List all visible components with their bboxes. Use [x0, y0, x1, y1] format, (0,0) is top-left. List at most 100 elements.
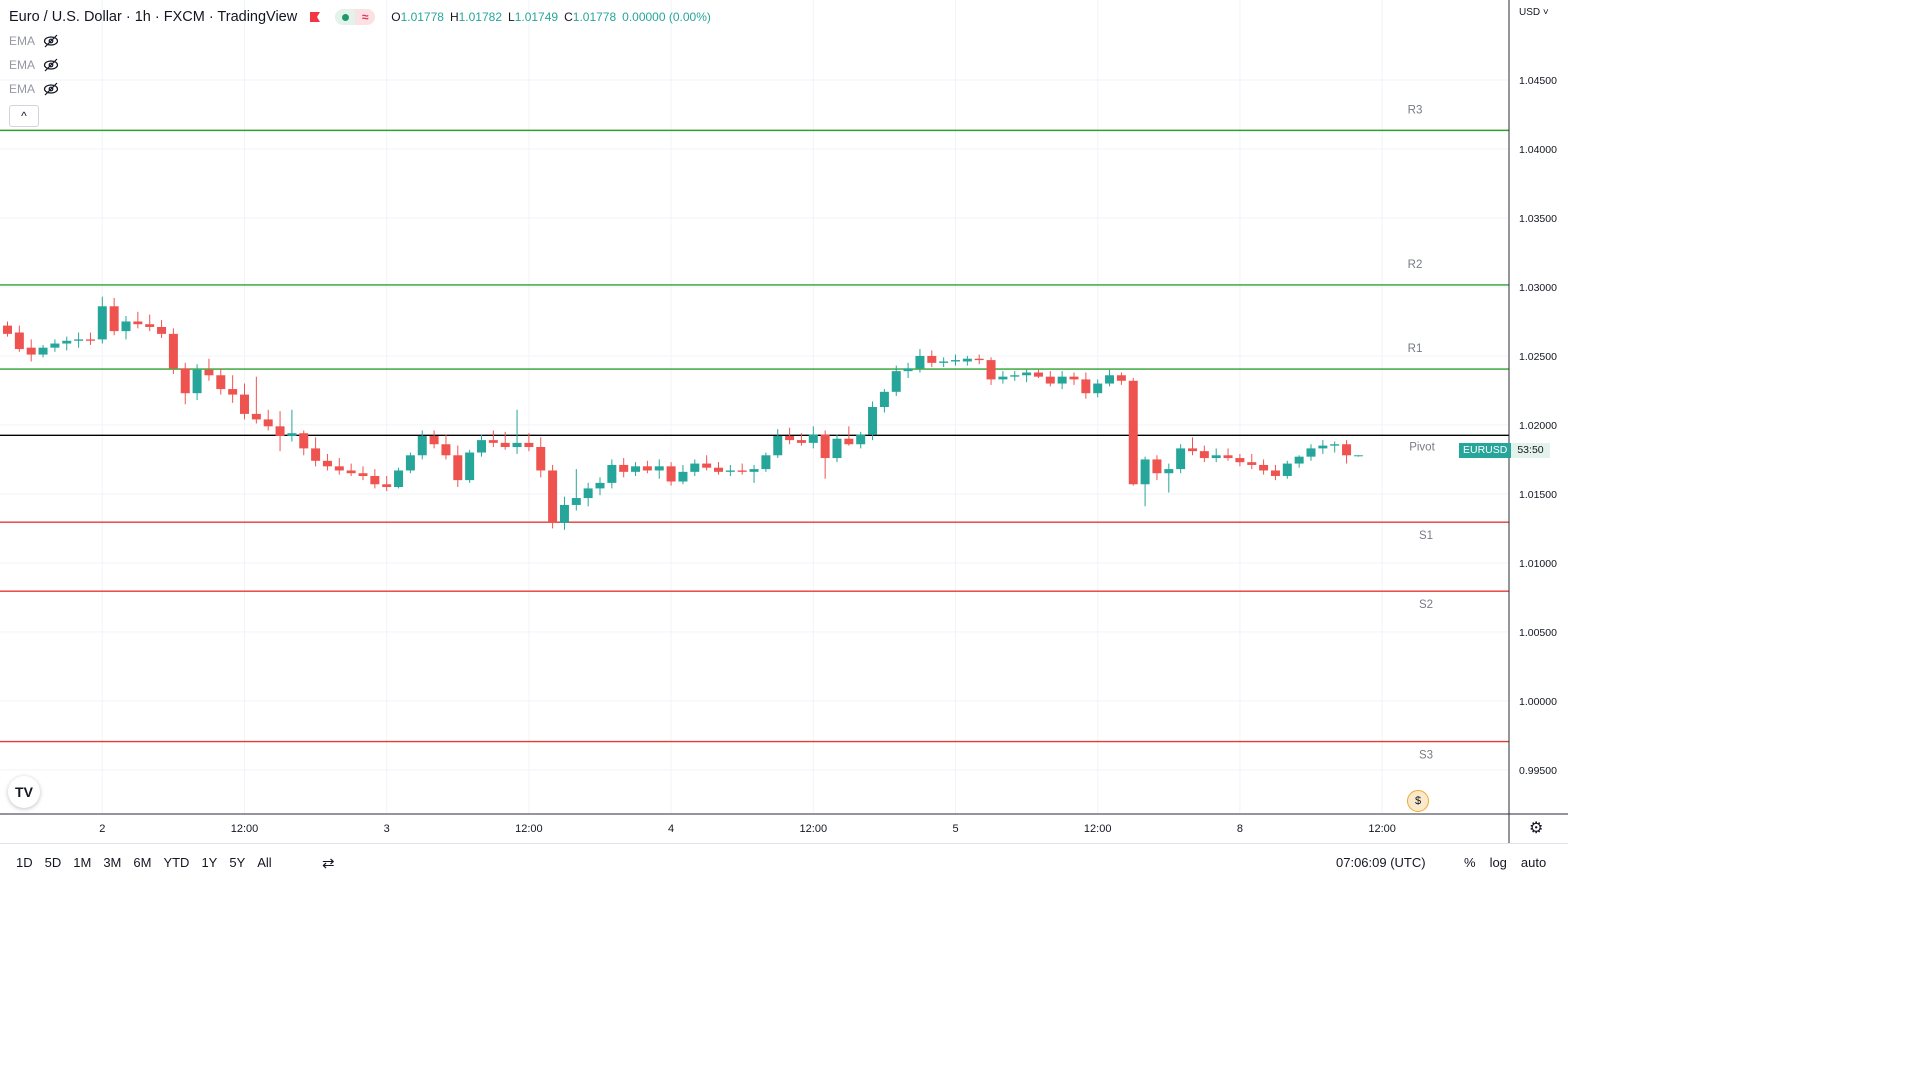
scale-options: % log auto — [1464, 855, 1546, 870]
x-tick-label: 5 — [952, 823, 958, 835]
candle-body — [986, 360, 996, 380]
y-tick-label: 1.02000 — [1519, 420, 1557, 432]
ema-label: EMA — [9, 82, 36, 96]
collapse-indicators-button[interactable]: ^ — [9, 105, 39, 127]
candle-body — [346, 470, 356, 474]
scale-option[interactable]: log — [1489, 855, 1507, 870]
ohlc-key: C — [564, 10, 573, 24]
ema-indicator-1[interactable]: EMA — [9, 34, 59, 48]
candle-body — [322, 460, 332, 467]
candle-body — [998, 376, 1008, 380]
candle-body — [228, 389, 238, 395]
candle-body — [1235, 458, 1245, 463]
flag-icon[interactable] — [309, 11, 321, 23]
candle-body — [714, 467, 723, 472]
candle-body — [642, 466, 652, 471]
candle-body — [856, 434, 866, 445]
pivot-level-label: R2 — [1408, 259, 1423, 271]
ohlc-values: O1.01778 H1.01782 L1.01749 C1.01778 0.00000 … — [391, 10, 711, 24]
range-tab[interactable]: 1M — [73, 855, 92, 870]
range-tab[interactable]: YTD — [163, 855, 190, 870]
range-tab[interactable]: 6M — [133, 855, 152, 870]
candle-body — [216, 375, 226, 390]
symbol-title[interactable]: Euro / U.S. Dollar · 1h · FXCM · Trading… — [9, 9, 298, 25]
eye-off-icon[interactable] — [43, 58, 59, 72]
price-chart[interactable]: R3 R2 R1 Pivot S1 S2 S3 1.04500 1.04000 1.03500 1… — [0, 0, 1568, 843]
candle-body — [631, 466, 641, 472]
range-tab[interactable]: 5D — [44, 855, 62, 870]
y-tick-label: 1.00500 — [1519, 627, 1557, 639]
scale-option[interactable]: % — [1464, 855, 1476, 870]
y-tick-label: 0.99500 — [1519, 765, 1557, 777]
price-tag-countdown: 53:50 — [1511, 443, 1550, 458]
candle-body — [121, 321, 131, 332]
candle-body — [145, 324, 155, 327]
range-tab[interactable]: 3M — [103, 855, 122, 870]
candle-body — [394, 470, 404, 488]
candle-body — [737, 470, 747, 472]
eye-off-icon[interactable] — [43, 34, 59, 48]
range-tab[interactable]: 1Y — [201, 855, 218, 870]
candle-body — [1057, 376, 1067, 384]
candle-body — [3, 325, 12, 334]
scale-option[interactable]: auto — [1520, 855, 1547, 870]
candle-body — [844, 438, 854, 445]
candle-body — [240, 394, 249, 414]
gear-icon[interactable]: ⚙ — [1529, 820, 1544, 837]
ema-indicator-3[interactable]: EMA — [9, 82, 59, 96]
x-tick-label: 12:00 — [800, 823, 828, 835]
candle-body — [939, 361, 949, 363]
date-range-tabs: 1D 5D 1M 3M 6M YTD 1Y 5Y All — [10, 855, 278, 870]
candle-body — [796, 440, 806, 443]
tradingview-logo[interactable]: TV — [8, 776, 40, 808]
candle-body — [109, 306, 119, 332]
compare-date-range-icon[interactable]: ⇄ — [322, 855, 335, 872]
candle-body — [607, 464, 617, 483]
market-status-pill[interactable]: ≈ — [335, 9, 376, 25]
y-tick-label: 1.03500 — [1519, 213, 1557, 225]
candle-body — [1294, 456, 1304, 464]
x-tick-label: 8 — [1237, 823, 1243, 835]
us-flag-icon[interactable]: $ — [1407, 790, 1429, 812]
chevron-up-icon: ^ — [21, 109, 27, 123]
y-tick-label: 1.01000 — [1519, 558, 1557, 570]
price-tag-symbol: EURUSD — [1459, 443, 1512, 458]
candle-body — [26, 347, 36, 355]
candle-body — [14, 332, 24, 350]
candle-body — [168, 333, 178, 369]
x-tick-label: 4 — [668, 823, 674, 835]
candle-body — [370, 475, 380, 485]
range-tab[interactable]: 5Y — [229, 855, 246, 870]
candle-body — [820, 434, 830, 459]
candle-body — [654, 466, 664, 471]
ohlc-key: H — [449, 10, 459, 24]
candle-body — [1223, 455, 1233, 459]
candle-body — [927, 355, 937, 363]
utc-clock[interactable]: 07:06:09 (UTC) — [1336, 855, 1426, 870]
candle-body — [702, 463, 712, 468]
candle-body — [62, 340, 72, 344]
candle-body — [536, 447, 546, 471]
candle-body — [97, 306, 107, 340]
ohlc-value: 1.01778 — [400, 10, 444, 24]
candle-body — [891, 371, 901, 392]
eye-off-icon[interactable] — [43, 82, 59, 96]
candle-body — [275, 426, 285, 436]
candle-body — [1140, 459, 1150, 485]
candle-body — [868, 407, 878, 435]
candle-body — [74, 339, 84, 341]
ohlc-item: C1.01778 — [564, 10, 616, 24]
range-tab[interactable]: All — [257, 855, 272, 870]
candle-body — [38, 347, 48, 355]
ema-indicator-2[interactable]: EMA — [9, 58, 59, 72]
wave-icon: ≈ — [355, 9, 376, 25]
candle-body — [192, 369, 202, 394]
ohlc-value: 1.01749 — [514, 10, 559, 24]
currency-selector[interactable]: USD ˅ — [1519, 7, 1549, 18]
candle-body — [1045, 376, 1055, 384]
range-tab[interactable]: 1D — [16, 855, 33, 870]
ohlc-value: 1.01782 — [458, 10, 503, 24]
candle-body — [832, 438, 842, 459]
market-open-dot-icon — [335, 9, 356, 25]
candle-body — [548, 470, 558, 523]
